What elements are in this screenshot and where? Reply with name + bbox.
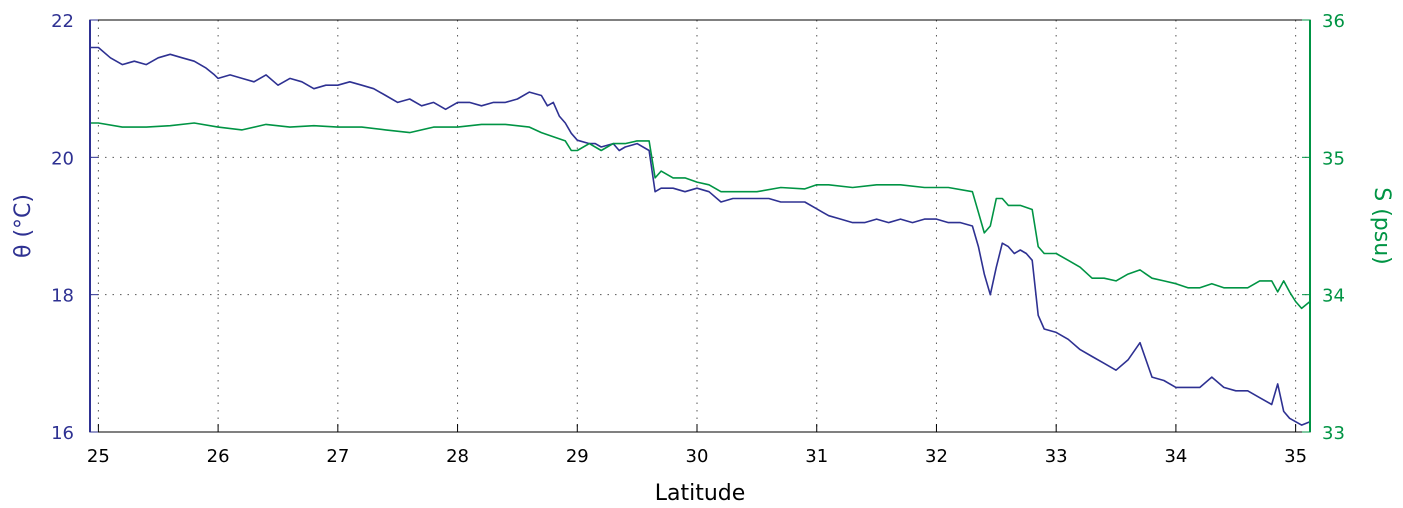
x-axis: 25 26 27 28 29 30 31 32 33 34 35	[87, 424, 1310, 467]
x-tick-label: 27	[326, 446, 349, 467]
series-line-temperature	[90, 46, 1311, 426]
x-tick-label: 32	[925, 446, 948, 467]
y-left-tick-label: 18	[51, 286, 74, 307]
x-tick-label: 33	[1045, 446, 1068, 467]
y-left-tick-label: 20	[51, 148, 74, 169]
y-right-tick-label: 34	[1322, 286, 1345, 307]
x-tick-label: 34	[1164, 446, 1187, 467]
x-tick-label: 28	[446, 446, 469, 467]
series-group	[90, 46, 1311, 426]
y-left-tick-label: 22	[51, 11, 74, 32]
y-left-tick-label: 16	[51, 423, 74, 444]
x-axis-label: Latitude	[655, 481, 746, 506]
x-tick-label: 25	[87, 446, 110, 467]
y-axis-left-label: θ (°C)	[11, 194, 36, 258]
y-right-tick-label: 35	[1322, 148, 1345, 169]
y-axis-right: 33 34 35 36	[1302, 11, 1345, 444]
x-tick-label: 30	[686, 446, 709, 467]
x-tick-label: 29	[566, 446, 589, 467]
y-axis-left: 16 18 20 22	[51, 11, 98, 444]
y-axis-right-label: S (psu)	[1369, 187, 1394, 265]
y-right-tick-label: 33	[1322, 423, 1345, 444]
x-tick-label: 31	[805, 446, 828, 467]
x-tick-label: 35	[1284, 446, 1307, 467]
y-right-tick-label: 36	[1322, 11, 1345, 32]
series-line-salinity	[90, 122, 1311, 310]
x-tick-label: 26	[207, 446, 230, 467]
